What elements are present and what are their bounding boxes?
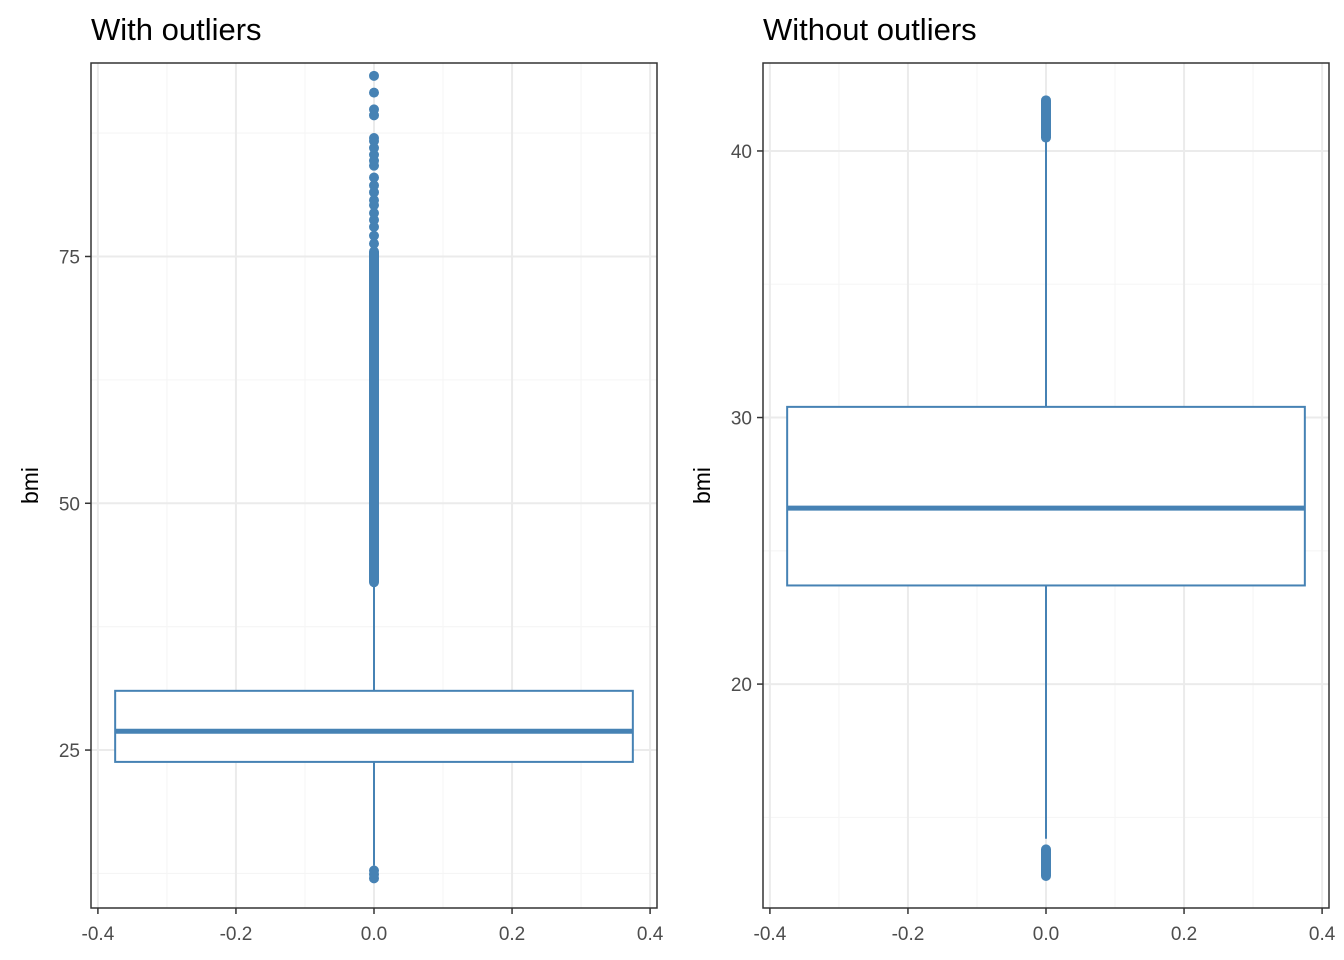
x-tick-label: 0.2	[1171, 924, 1197, 945]
outlier-point	[369, 104, 379, 115]
outlier-point	[369, 195, 379, 206]
x-tick-label: -0.2	[892, 924, 925, 945]
x-tick-label: 0.0	[1033, 924, 1059, 945]
y-tick-label: 75	[59, 247, 80, 268]
iqr-box	[114, 689, 634, 763]
x-tick-label: -0.4	[82, 924, 115, 945]
y-tick-label: 30	[731, 409, 752, 430]
outlier-point	[369, 238, 379, 249]
x-tick-label: 0.4	[637, 924, 664, 945]
outlier-point	[369, 172, 379, 183]
chart-title: Without outliers	[763, 12, 977, 47]
chart-title: With outliers	[91, 12, 262, 47]
y-axis-title: bmi	[689, 467, 715, 504]
y-tick-label: 25	[59, 741, 80, 762]
iqr-box	[786, 405, 1306, 587]
outlier-point	[369, 187, 379, 198]
outlier-point	[369, 180, 379, 191]
outlier-point	[369, 230, 379, 241]
outlier-point	[369, 221, 379, 232]
outlier-point	[369, 865, 379, 876]
outlier-point	[369, 133, 379, 144]
outlier-point	[369, 208, 379, 219]
outlier-point	[369, 142, 379, 153]
boxplot-panel-with-outliers: 25 50 75 -0.4 -0.2 0.0 0.2 0.4 With outliers bmi	[17, 12, 664, 945]
x-tick-label: -0.4	[754, 924, 787, 945]
x-tick-label: -0.2	[220, 924, 253, 945]
x-tick-label: 0.4	[1309, 924, 1336, 945]
outlier-point	[369, 70, 379, 81]
x-tick-label: 0.0	[361, 924, 387, 945]
outlier-point	[369, 149, 379, 160]
y-tick-label: 50	[59, 494, 80, 515]
outlier-point	[369, 214, 379, 225]
boxplot-panel-without-outliers: 20 30 40 -0.4 -0.2 0.0 0.2 0.4 Without outliers b…	[689, 12, 1336, 945]
outlier-point	[369, 87, 379, 98]
y-tick-label: 40	[731, 142, 752, 163]
y-axis-title: bmi	[17, 467, 43, 504]
y-tick-label: 20	[731, 675, 752, 696]
x-tick-label: 0.2	[499, 924, 525, 945]
